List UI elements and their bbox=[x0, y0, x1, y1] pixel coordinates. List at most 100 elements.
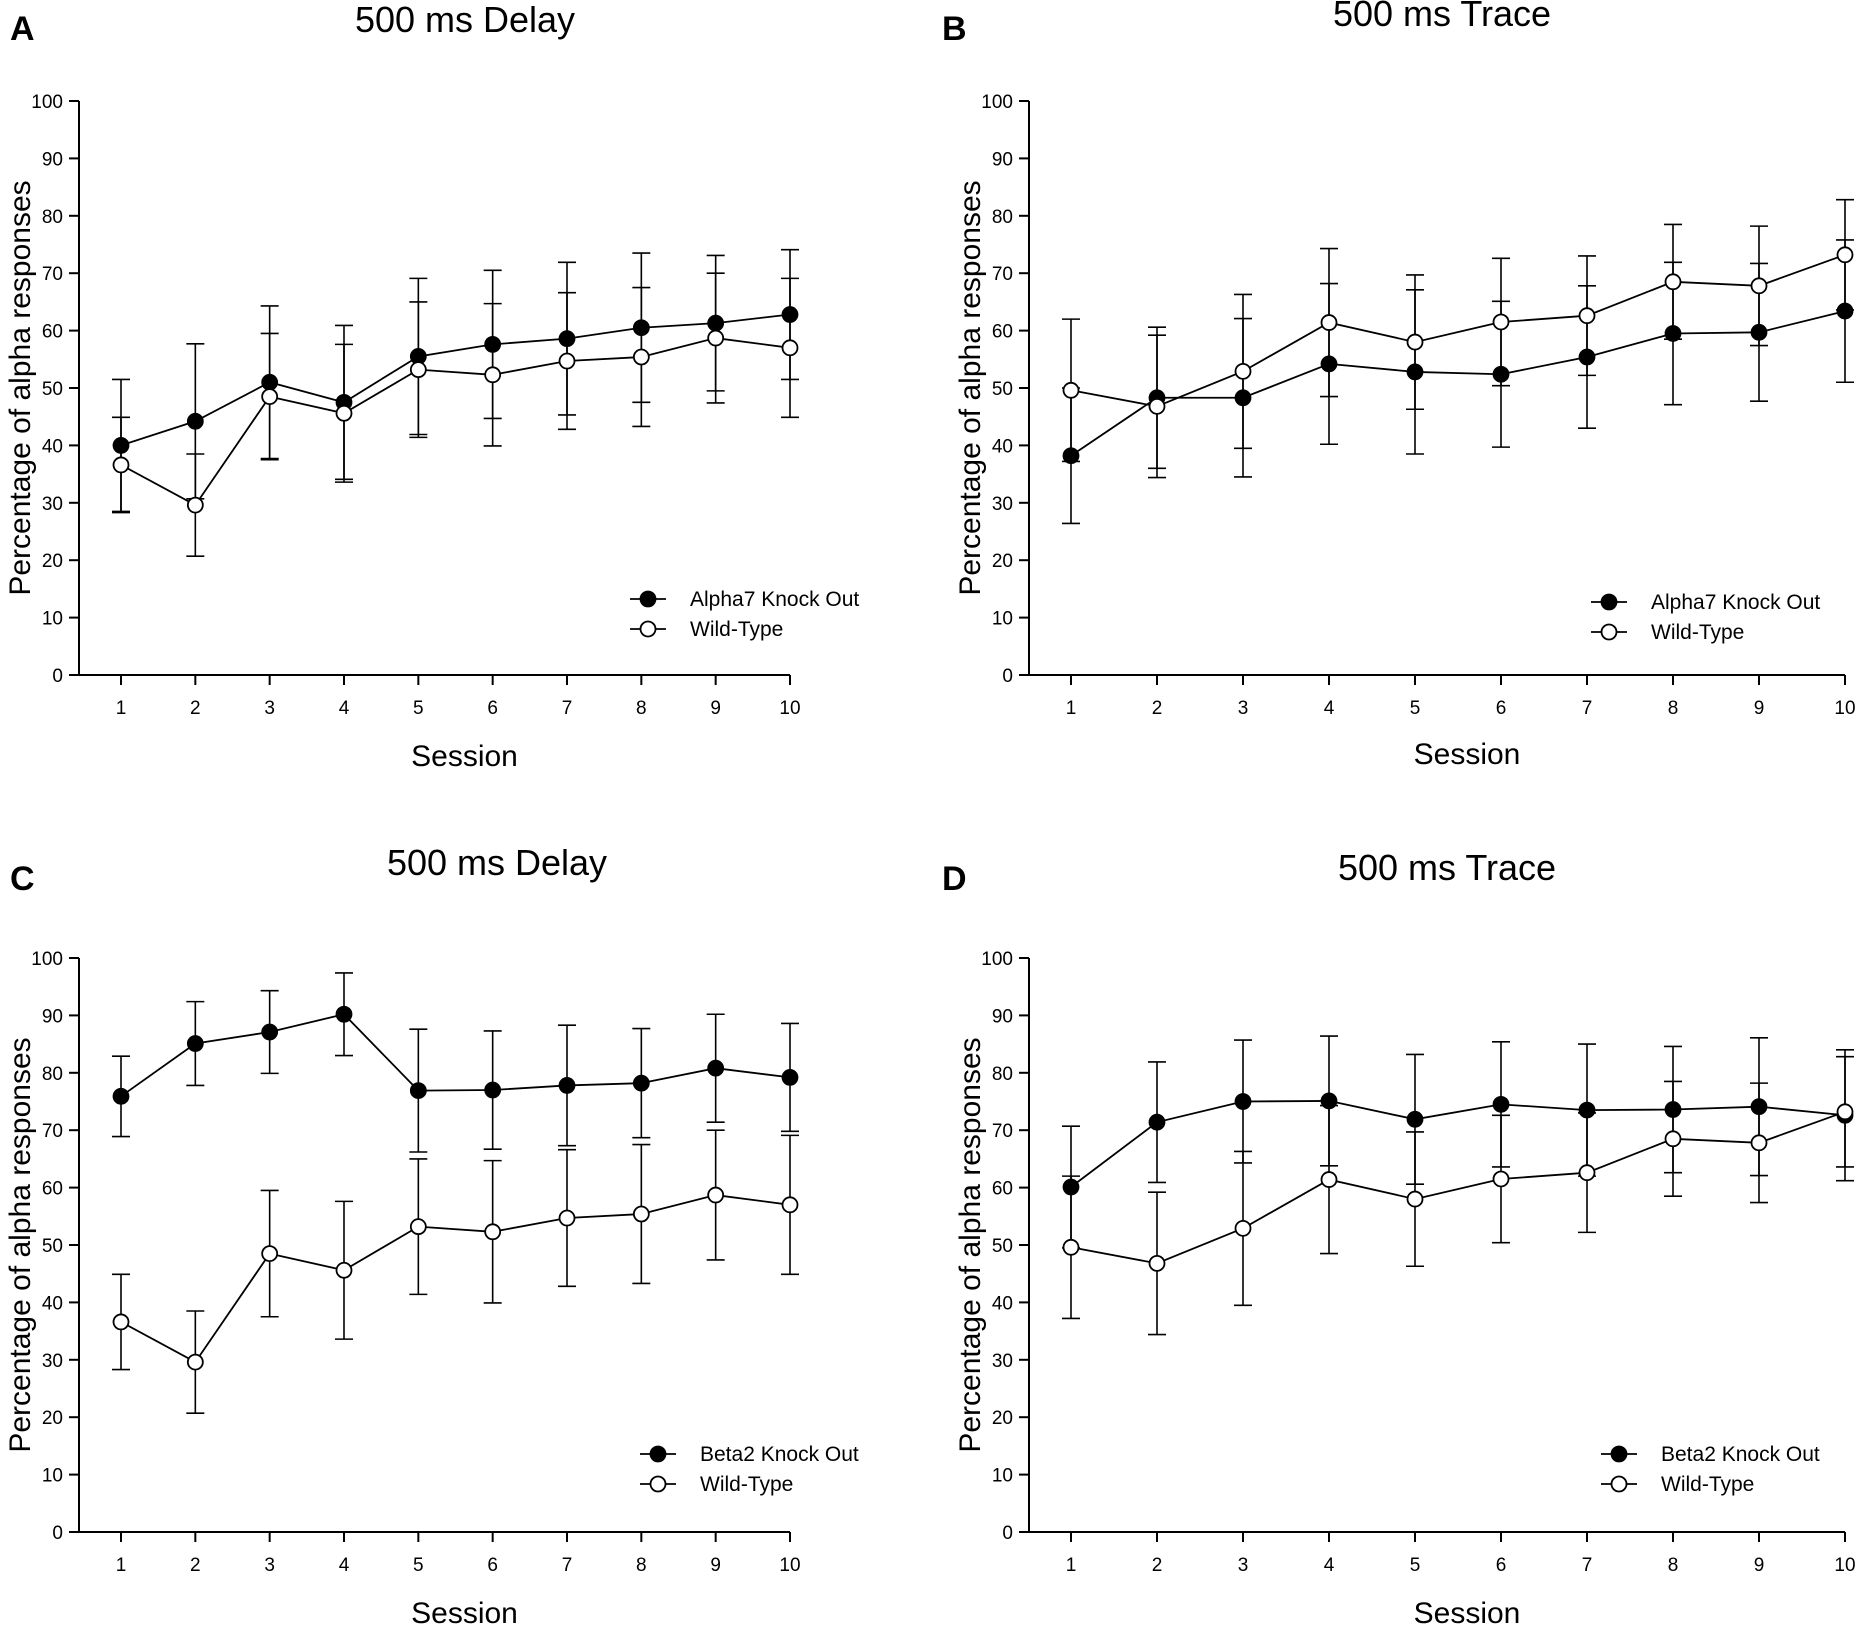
y-tick-label: 100 bbox=[31, 949, 63, 970]
y-tick-label: 100 bbox=[31, 92, 63, 113]
legend-label: Beta2 Knock Out bbox=[700, 1443, 859, 1466]
data-point-wild-type bbox=[1836, 1103, 1854, 1121]
data-point-knockout bbox=[186, 412, 204, 430]
x-tick-label: 7 bbox=[1582, 698, 1593, 719]
panel-letter: B bbox=[942, 10, 967, 48]
panel-letter: A bbox=[10, 10, 35, 48]
y-tick-label: 40 bbox=[42, 1293, 63, 1314]
x-tick-label: 10 bbox=[1834, 1555, 1855, 1576]
x-tick-label: 4 bbox=[339, 698, 350, 719]
data-point-knockout bbox=[558, 1077, 576, 1094]
data-point-wild-type bbox=[1492, 1170, 1510, 1188]
y-tick-label: 80 bbox=[992, 1064, 1013, 1085]
y-tick-label: 10 bbox=[42, 1466, 63, 1487]
panel-letter: D bbox=[942, 860, 967, 898]
y-tick-label: 20 bbox=[992, 1408, 1013, 1429]
y-tick-label: 90 bbox=[42, 1006, 63, 1027]
legend-marker-wild-type bbox=[1610, 1475, 1628, 1493]
y-tick-label: 10 bbox=[992, 1466, 1013, 1487]
legend-label: Wild-Type bbox=[1651, 621, 1744, 644]
x-tick-label: 7 bbox=[562, 1555, 573, 1576]
x-tick-label: 4 bbox=[339, 1555, 350, 1576]
x-tick-label: 10 bbox=[1834, 698, 1855, 719]
y-axis-label: Percentage of alpha responses bbox=[4, 1037, 37, 1452]
data-point-knockout bbox=[261, 1023, 279, 1041]
data-point-wild-type bbox=[1750, 277, 1768, 295]
series-line-wild-type bbox=[1070, 253, 1846, 408]
data-point-wild-type bbox=[186, 1353, 204, 1371]
legend-marker-wild-type bbox=[639, 620, 657, 638]
data-point-knockout bbox=[186, 1035, 204, 1052]
legend-marker-knockout bbox=[1600, 593, 1618, 611]
y-axis-label: Percentage of alpha responses bbox=[954, 1037, 987, 1452]
data-point-wild-type bbox=[1750, 1134, 1768, 1152]
data-point-wild-type bbox=[707, 1186, 725, 1204]
data-point-knockout bbox=[261, 373, 279, 391]
y-tick-label: 30 bbox=[42, 1351, 63, 1372]
x-tick-label: 1 bbox=[116, 1555, 127, 1576]
x-tick-label: 3 bbox=[264, 1555, 275, 1576]
data-point-wild-type bbox=[1406, 1190, 1424, 1208]
y-tick-label: 70 bbox=[42, 1121, 63, 1142]
data-point-wild-type bbox=[1836, 246, 1854, 264]
y-tick-label: 0 bbox=[1002, 1523, 1013, 1544]
data-point-knockout bbox=[335, 1005, 353, 1023]
y-tick-label: 40 bbox=[992, 436, 1013, 457]
legend-marker-knockout bbox=[1610, 1445, 1628, 1463]
data-point-wild-type bbox=[1664, 1130, 1682, 1148]
data-point-knockout bbox=[1664, 1101, 1682, 1118]
x-axis-label: Session bbox=[411, 1597, 518, 1630]
data-point-wild-type bbox=[1406, 333, 1424, 351]
data-point-wild-type bbox=[1664, 273, 1682, 291]
x-tick-label: 8 bbox=[1668, 698, 1679, 719]
legend-marker-wild-type bbox=[1600, 623, 1618, 641]
series-line-wild-type bbox=[120, 337, 791, 507]
data-point-knockout bbox=[1234, 389, 1252, 407]
y-tick-label: 80 bbox=[42, 1064, 63, 1085]
y-tick-label: 100 bbox=[981, 949, 1013, 970]
y-tick-label: 70 bbox=[992, 264, 1013, 285]
x-tick-label: 8 bbox=[1668, 1555, 1679, 1576]
data-point-knockout bbox=[1836, 302, 1854, 320]
x-tick-label: 3 bbox=[264, 698, 275, 719]
data-point-knockout bbox=[1492, 1095, 1510, 1113]
data-point-knockout bbox=[1492, 365, 1510, 383]
x-tick-label: 7 bbox=[1582, 1555, 1593, 1576]
y-tick-label: 20 bbox=[42, 1408, 63, 1429]
legend-label: Wild-Type bbox=[700, 1473, 793, 1496]
data-point-knockout bbox=[1406, 1110, 1424, 1128]
x-tick-label: 8 bbox=[636, 698, 647, 719]
data-point-wild-type bbox=[1492, 313, 1510, 331]
x-tick-label: 5 bbox=[1410, 698, 1421, 719]
chart-title: 500 ms Delay bbox=[355, 0, 575, 40]
data-point-knockout bbox=[1320, 355, 1338, 373]
y-tick-label: 20 bbox=[42, 551, 63, 572]
data-point-knockout bbox=[707, 314, 725, 332]
data-point-knockout bbox=[1664, 325, 1682, 342]
series-line-knockout bbox=[1070, 1100, 1846, 1188]
x-tick-label: 3 bbox=[1238, 1555, 1249, 1576]
x-tick-label: 3 bbox=[1238, 698, 1249, 719]
legend-label: Beta2 Knock Out bbox=[1661, 1443, 1820, 1466]
data-point-wild-type bbox=[186, 496, 204, 514]
y-tick-label: 30 bbox=[992, 1351, 1013, 1372]
series-line-knockout bbox=[120, 313, 791, 447]
y-tick-label: 30 bbox=[992, 494, 1013, 515]
data-point-wild-type bbox=[558, 352, 576, 370]
data-point-knockout bbox=[632, 319, 650, 337]
y-axis-label: Percentage of alpha responses bbox=[4, 180, 37, 595]
y-tick-label: 60 bbox=[42, 322, 63, 343]
y-tick-label: 50 bbox=[42, 379, 63, 400]
x-tick-label: 2 bbox=[190, 698, 201, 719]
y-tick-label: 90 bbox=[992, 1006, 1013, 1027]
data-point-knockout bbox=[1062, 447, 1080, 465]
data-point-wild-type bbox=[558, 1209, 576, 1227]
data-point-wild-type bbox=[1062, 1238, 1080, 1256]
legend-marker-wild-type bbox=[649, 1475, 667, 1493]
chart-panel-b: B 500 ms Trace 0 10 20 30 40 50 60 70 80 90 100 1 2 3 4 5… bbox=[942, 0, 1856, 771]
x-axis-label: Session bbox=[1414, 1597, 1521, 1630]
x-tick-label: 2 bbox=[190, 1555, 201, 1576]
series-line-wild-type bbox=[1070, 1110, 1846, 1265]
x-tick-label: 5 bbox=[413, 1555, 424, 1576]
x-tick-label: 5 bbox=[1410, 1555, 1421, 1576]
